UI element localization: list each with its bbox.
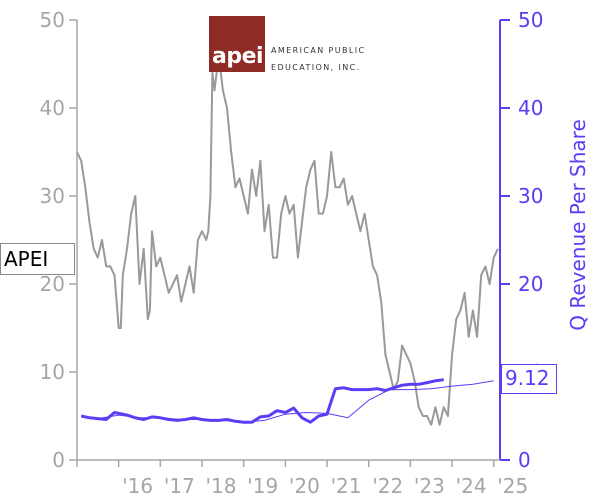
- left-tick-label: 10: [40, 360, 65, 384]
- revenue-smoothed-line: [81, 380, 494, 423]
- right-tick-label: 50: [518, 8, 543, 32]
- right-tick-label: 30: [518, 184, 543, 208]
- right-tick-label: 40: [518, 96, 543, 120]
- logo-mark-text: apei: [212, 44, 264, 69]
- price-series-line: [76, 54, 499, 426]
- left-tick-label: 30: [40, 184, 65, 208]
- logo-line-2: EDUCATION, INC.: [271, 63, 361, 72]
- last-value-label: 9.12: [501, 364, 557, 394]
- x-tick-label: '25: [497, 474, 528, 498]
- x-tick-label: '21: [331, 474, 362, 498]
- x-tick-label: '20: [289, 474, 320, 498]
- x-tick-label: '19: [247, 474, 278, 498]
- plot-area: [76, 54, 499, 426]
- x-tick-label: '18: [206, 474, 237, 498]
- x-tick-label: '16: [122, 474, 153, 498]
- ticker-label: APEI: [0, 243, 75, 275]
- right-axis-title: Q Revenue Per Share: [566, 119, 590, 331]
- left-tick-label: 40: [40, 96, 65, 120]
- left-tick-label: 50: [40, 8, 65, 32]
- x-tick-label: '22: [372, 474, 403, 498]
- revenue-series-line: [80, 378, 444, 424]
- left-tick-label: 20: [40, 272, 65, 296]
- right-tick-label: 0: [518, 448, 531, 472]
- left-tick-label: 0: [52, 448, 65, 472]
- x-tick-label: '24: [456, 474, 487, 498]
- x-tick-label: '23: [414, 474, 445, 498]
- right-tick-label: 20: [518, 272, 543, 296]
- logo-mark: apei: [209, 16, 265, 72]
- company-logo: apei AMERICAN PUBLIC EDUCATION, INC.: [209, 16, 379, 72]
- logo-line-1: AMERICAN PUBLIC: [271, 46, 366, 55]
- x-axis: '16 '17 '18 '19 '20 '21 '22 '23 '24 '25: [76, 459, 528, 498]
- left-axis: 0 10 20 30 40 50: [40, 8, 78, 472]
- x-tick-label: '17: [164, 474, 195, 498]
